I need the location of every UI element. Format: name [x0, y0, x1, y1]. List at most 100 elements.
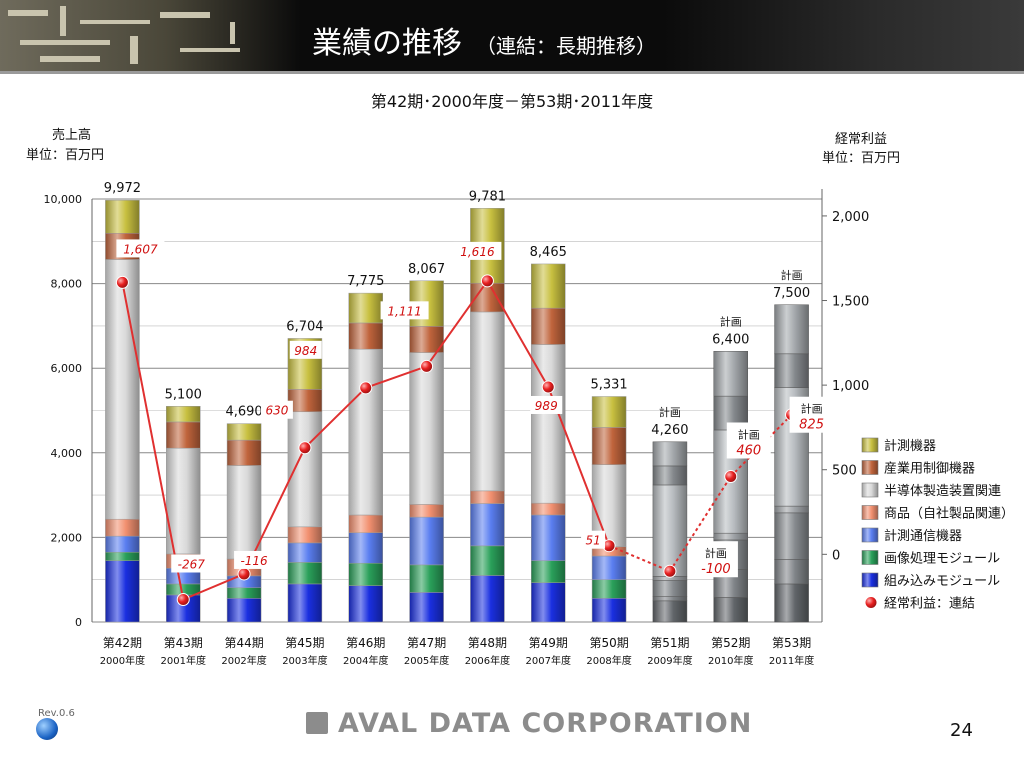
- category-label: 第51期: [650, 636, 689, 650]
- bar-segment: [105, 518, 140, 537]
- legend-swatch: [861, 437, 879, 453]
- profit-point: [663, 564, 677, 578]
- forecast-label: 計画: [781, 268, 803, 282]
- category-year-label: 2010年度: [708, 654, 753, 667]
- category-label: 第45期: [285, 636, 324, 650]
- legend-label: 組み込みモジュール: [884, 574, 1000, 589]
- bar-segment: [348, 532, 383, 564]
- bar-segment: [713, 597, 748, 623]
- left-tick-label: 0: [75, 616, 82, 629]
- profit-point: [541, 380, 555, 394]
- profit-point: [115, 275, 129, 289]
- bar-segment: [531, 560, 566, 583]
- bar-segment: [287, 562, 323, 585]
- bar-total-label: 5,331: [590, 377, 627, 392]
- revision-label: Rev.0.6: [38, 708, 75, 719]
- left-tick-label: 2,000: [51, 531, 83, 544]
- bar-total-label: 6,400: [712, 332, 749, 347]
- bar-segment: [652, 465, 688, 486]
- bar-total-label: 8,465: [530, 245, 567, 260]
- category-label: 第42期: [103, 636, 142, 650]
- profit-label-bg: [530, 395, 563, 414]
- profit-value-label: 51: [585, 534, 600, 548]
- bar-segment: [287, 583, 323, 623]
- bar-segment: [774, 505, 809, 514]
- category-label: 第46期: [346, 636, 385, 650]
- legend-swatch: [861, 527, 879, 543]
- category-label: 第48期: [468, 636, 507, 650]
- bar-segment: [409, 516, 444, 566]
- bar-segment: [226, 465, 262, 560]
- bar-segment: [531, 307, 566, 345]
- bar-segment: [591, 555, 627, 580]
- bar-segment: [409, 326, 444, 353]
- bar-total-label: 7,775: [347, 274, 384, 289]
- bar-segment: [713, 351, 748, 397]
- legend-swatch: [861, 550, 879, 565]
- revenue-profit-chart: 第42期･2000年度－第53期･2011年度売上高単位：百万円経常利益単位：百…: [26, 92, 1014, 667]
- bar-segment: [531, 344, 566, 504]
- profit-value-label: 1,111: [387, 304, 421, 318]
- category-year-label: 2008年度: [586, 654, 631, 667]
- forecast-label: 計画: [659, 405, 681, 419]
- bar-segment: [409, 352, 444, 505]
- legend-swatch: [861, 482, 879, 498]
- profit-forecast-label: 計画: [705, 546, 727, 560]
- legend-label: 商品（自社製品関連）: [884, 506, 1014, 522]
- profit-value-label: -116: [240, 554, 268, 568]
- profit-label-bg: [380, 301, 429, 320]
- left-tick-label: 6,000: [51, 362, 83, 375]
- bar-segment: [105, 535, 140, 553]
- profit-label-bg: [116, 239, 165, 258]
- bar-segment: [409, 592, 444, 623]
- category-year-label: 2006年度: [465, 654, 510, 667]
- category-label: 第53期: [772, 636, 811, 650]
- bar-segment: [470, 503, 505, 547]
- bar-segment: [166, 421, 201, 449]
- circuit-board-graphic: [0, 0, 300, 74]
- forecast-label: 計画: [720, 314, 742, 328]
- bar-total-label: 9,972: [104, 181, 141, 196]
- profit-value-label: 460: [736, 443, 761, 458]
- left-axis-label: 売上高: [52, 127, 91, 143]
- category-year-label: 2007年度: [526, 654, 571, 667]
- bar-segment: [105, 551, 140, 561]
- bar-segment: [652, 441, 688, 467]
- profit-point: [237, 567, 251, 581]
- chart-title: 第42期･2000年度－第53期･2011年度: [371, 92, 653, 111]
- bar-segment: [774, 512, 809, 560]
- bar-segment: [287, 389, 323, 413]
- profit-value-label: 1,616: [460, 245, 495, 259]
- page-number: 24: [950, 720, 973, 741]
- category-year-label: 2009年度: [647, 654, 692, 667]
- profit-label-bg: [234, 550, 275, 569]
- profit-label-bg: [171, 554, 212, 573]
- header-bar: 業績の推移 （連結：長期推移）: [0, 0, 1024, 74]
- legend-swatch: [861, 505, 879, 520]
- profit-value-label: -267: [178, 557, 206, 571]
- legend-label: 産業用制御機器: [884, 461, 975, 477]
- profit-forecast-label: 計画: [738, 427, 760, 441]
- bar-segment: [652, 596, 688, 602]
- profit-label-bg: [789, 396, 834, 433]
- bar-segment: [470, 311, 505, 492]
- page-title: 業績の推移 （連結：長期推移）: [312, 18, 656, 62]
- profit-value-label: 825: [799, 418, 824, 433]
- category-year-label: 2005年度: [404, 654, 449, 667]
- bar-segment: [470, 545, 505, 576]
- profit-value-label: 984: [294, 344, 317, 358]
- header-texture: [664, 0, 1024, 74]
- bar-segment: [287, 542, 323, 563]
- bar-total-label: 8,067: [408, 262, 445, 277]
- bar-segment: [287, 526, 323, 544]
- bar-segment: [409, 504, 444, 518]
- left-tick-label: 8,000: [51, 278, 83, 291]
- legend-label: 計測機器: [884, 438, 936, 454]
- bar-segment: [652, 600, 688, 623]
- profit-point: [724, 469, 738, 483]
- bar-total-label: 4,690: [225, 405, 262, 420]
- profit-point: [298, 441, 312, 455]
- legend-swatch: [861, 460, 879, 475]
- category-year-label: 2003年度: [282, 654, 327, 667]
- category-year-label: 2002年度: [221, 654, 266, 667]
